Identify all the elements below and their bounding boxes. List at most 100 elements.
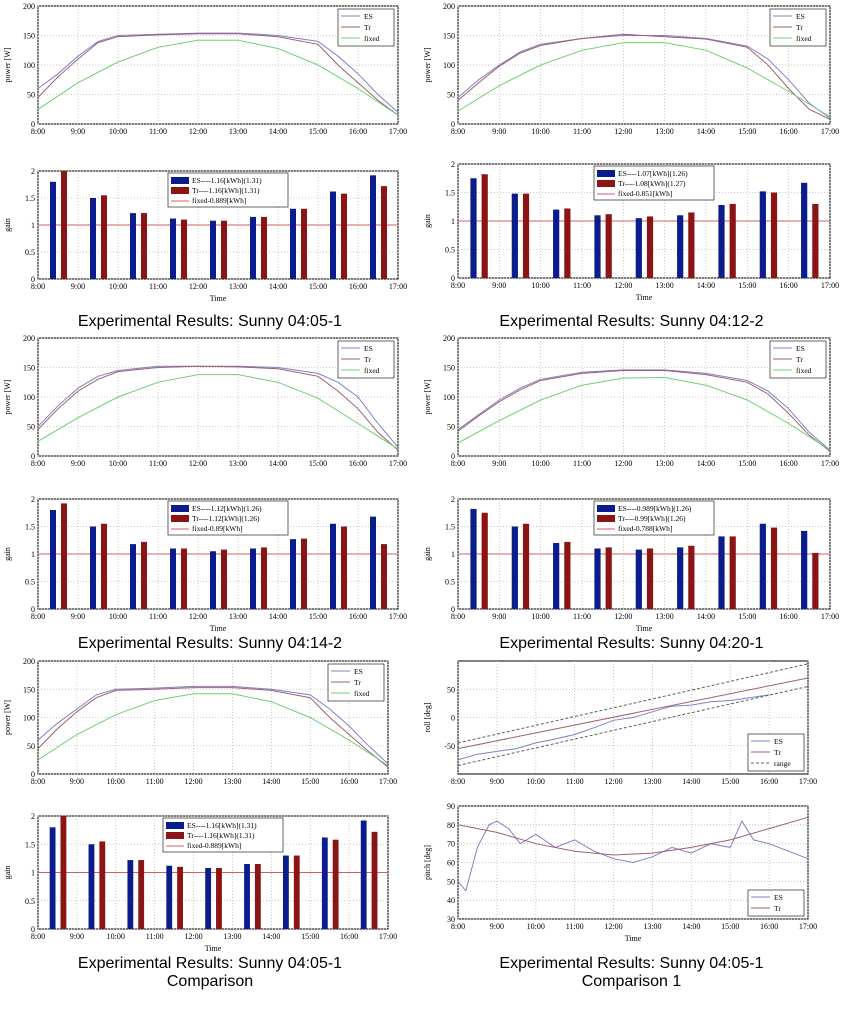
x-axis-label: Time [205, 944, 222, 953]
x-tick-label: 9:00 [492, 127, 506, 136]
bar-es [801, 530, 808, 609]
caption-2: Experimental Results: Sunny 04:12-2 [499, 313, 764, 330]
y-tick-label: 150 [443, 32, 455, 41]
legend-entry: Tr [364, 355, 371, 364]
bar-es [330, 523, 336, 609]
y-axis-label: gain [423, 547, 432, 561]
x-tick-label: 14:00 [262, 932, 280, 941]
bar-tr [261, 216, 267, 279]
legend-entry: Tr----1.12[kWh](1.26) [192, 514, 260, 523]
chart-svg-p2: 8:00 9:00 10:00 11:00 12:00 13:00 14:00 15:00 16… [423, 2, 839, 136]
x-axis-label: Time [210, 624, 227, 633]
legend-entry: ES [364, 12, 373, 21]
x-tick-label: 13:00 [656, 281, 674, 290]
bar-es [50, 510, 56, 609]
y-tick-label: 100 [23, 714, 35, 723]
bar-tr [138, 860, 145, 929]
x-tick-label: 17:00 [821, 127, 839, 136]
x-tick-label: 17:00 [379, 932, 397, 941]
y-tick-label: 50 [447, 685, 455, 694]
x-tick-label: 11:00 [149, 127, 167, 136]
bar-es [759, 191, 766, 278]
bar-es [250, 216, 256, 279]
bar-tr [564, 208, 571, 278]
x-tick-label: 16:00 [780, 459, 798, 468]
bar-tr [261, 547, 267, 609]
x-tick-label: 15:00 [301, 932, 319, 941]
bar-es [244, 864, 250, 929]
x-tick-label: 16:00 [349, 282, 367, 291]
x-tick-label: 9:00 [490, 922, 504, 931]
x-tick-label: 10:00 [532, 459, 550, 468]
x-tick-label: 13:00 [643, 777, 661, 786]
legend-box [747, 733, 805, 772]
bar-tr [101, 523, 107, 609]
y-tick-label: 2 [451, 495, 455, 504]
y-tick-label: 0 [31, 605, 35, 614]
bar-es [677, 215, 684, 278]
y-tick-label: 2 [31, 495, 35, 504]
bar-es [330, 191, 336, 279]
x-tick-label: 15:00 [738, 127, 756, 136]
y-axis-label: roll [deg] [423, 702, 432, 732]
bar-tr [332, 839, 339, 929]
y-tick-label: 50 [447, 423, 455, 432]
gain-chart-4: 8:00 9:00 10:00 11:00 12:00 13:00 14:00 15:00 16… [420, 493, 842, 635]
legend-swatch [171, 515, 189, 522]
chart-svg-g1: 8:00 9:00 10:00 11:00 12:00 13:00 14:00 15:00 16… [3, 167, 407, 303]
legend-entry: Tr [774, 748, 781, 757]
y-tick-label: 30 [447, 915, 455, 924]
legend-entry: ES [364, 344, 373, 353]
series-line-es [457, 369, 831, 451]
y-tick-label: 2 [451, 160, 455, 169]
x-tick-label: 9:00 [492, 281, 506, 290]
y-axis-label: pitch [deg] [423, 845, 432, 880]
x-tick-label: 13:00 [656, 612, 674, 621]
y-tick-label: 0.5 [25, 897, 35, 906]
x-tick-label: 11:00 [149, 459, 167, 468]
x-tick-label: 11:00 [573, 281, 591, 290]
bar-tr [371, 831, 378, 929]
series-line-es [37, 32, 399, 113]
bar-es [718, 205, 725, 278]
bar-es [594, 548, 601, 609]
series-line-es [37, 685, 389, 765]
x-tick-label: 9:00 [70, 932, 84, 941]
bar-tr [564, 541, 571, 609]
x-tick-label: 10:00 [527, 922, 545, 931]
y-tick-label: 150 [23, 364, 35, 373]
caption-1: Experimental Results: Sunny 04:05-1 [77, 313, 343, 330]
x-tick-label: 8:00 [451, 459, 465, 468]
y-tick-label: 1 [451, 550, 455, 559]
legend-entry: fixed [796, 366, 812, 375]
y-axis-label: gain [423, 214, 432, 228]
bar-es [290, 208, 296, 279]
y-tick-label: 100 [23, 393, 35, 402]
x-tick-label: 15:00 [309, 127, 327, 136]
x-tick-label: 16:00 [340, 932, 358, 941]
bar-tr [770, 192, 778, 278]
bar-es [511, 526, 518, 609]
bar-tr [181, 219, 187, 279]
y-tick-label: 70 [447, 840, 455, 849]
legend-swatch [171, 177, 189, 184]
x-tick-label: 17:00 [389, 459, 407, 468]
x-tick-label: 14:00 [697, 127, 715, 136]
bar-tr [812, 203, 819, 278]
x-tick-label: 13:00 [223, 932, 241, 941]
x-tick-label: 12:00 [189, 459, 207, 468]
x-tick-label: 10:00 [109, 612, 127, 621]
power-chart-3: 8:00 9:00 10:00 11:00 12:00 13:00 14:00 15:00 16… [0, 332, 410, 472]
x-tick-label: 9:00 [490, 777, 504, 786]
bar-tr [254, 864, 261, 929]
bar-es [321, 837, 328, 929]
x-tick-label: 16:00 [760, 922, 778, 931]
y-axis-label: gain [3, 866, 12, 880]
series-line-tr [37, 33, 399, 116]
x-axis-label: Time [625, 934, 642, 943]
roll-chart: 8:00 9:00 10:00 11:00 12:00 13:00 14:00 15:00 16… [420, 655, 820, 790]
y-tick-label: 0 [451, 452, 455, 461]
legend-entry: ES----0.989[kWh](1.26) [618, 504, 692, 513]
x-tick-label: 17:00 [799, 922, 817, 931]
power-chart-4: 8:00 9:00 10:00 11:00 12:00 13:00 14:00 15:00 16… [420, 332, 842, 472]
